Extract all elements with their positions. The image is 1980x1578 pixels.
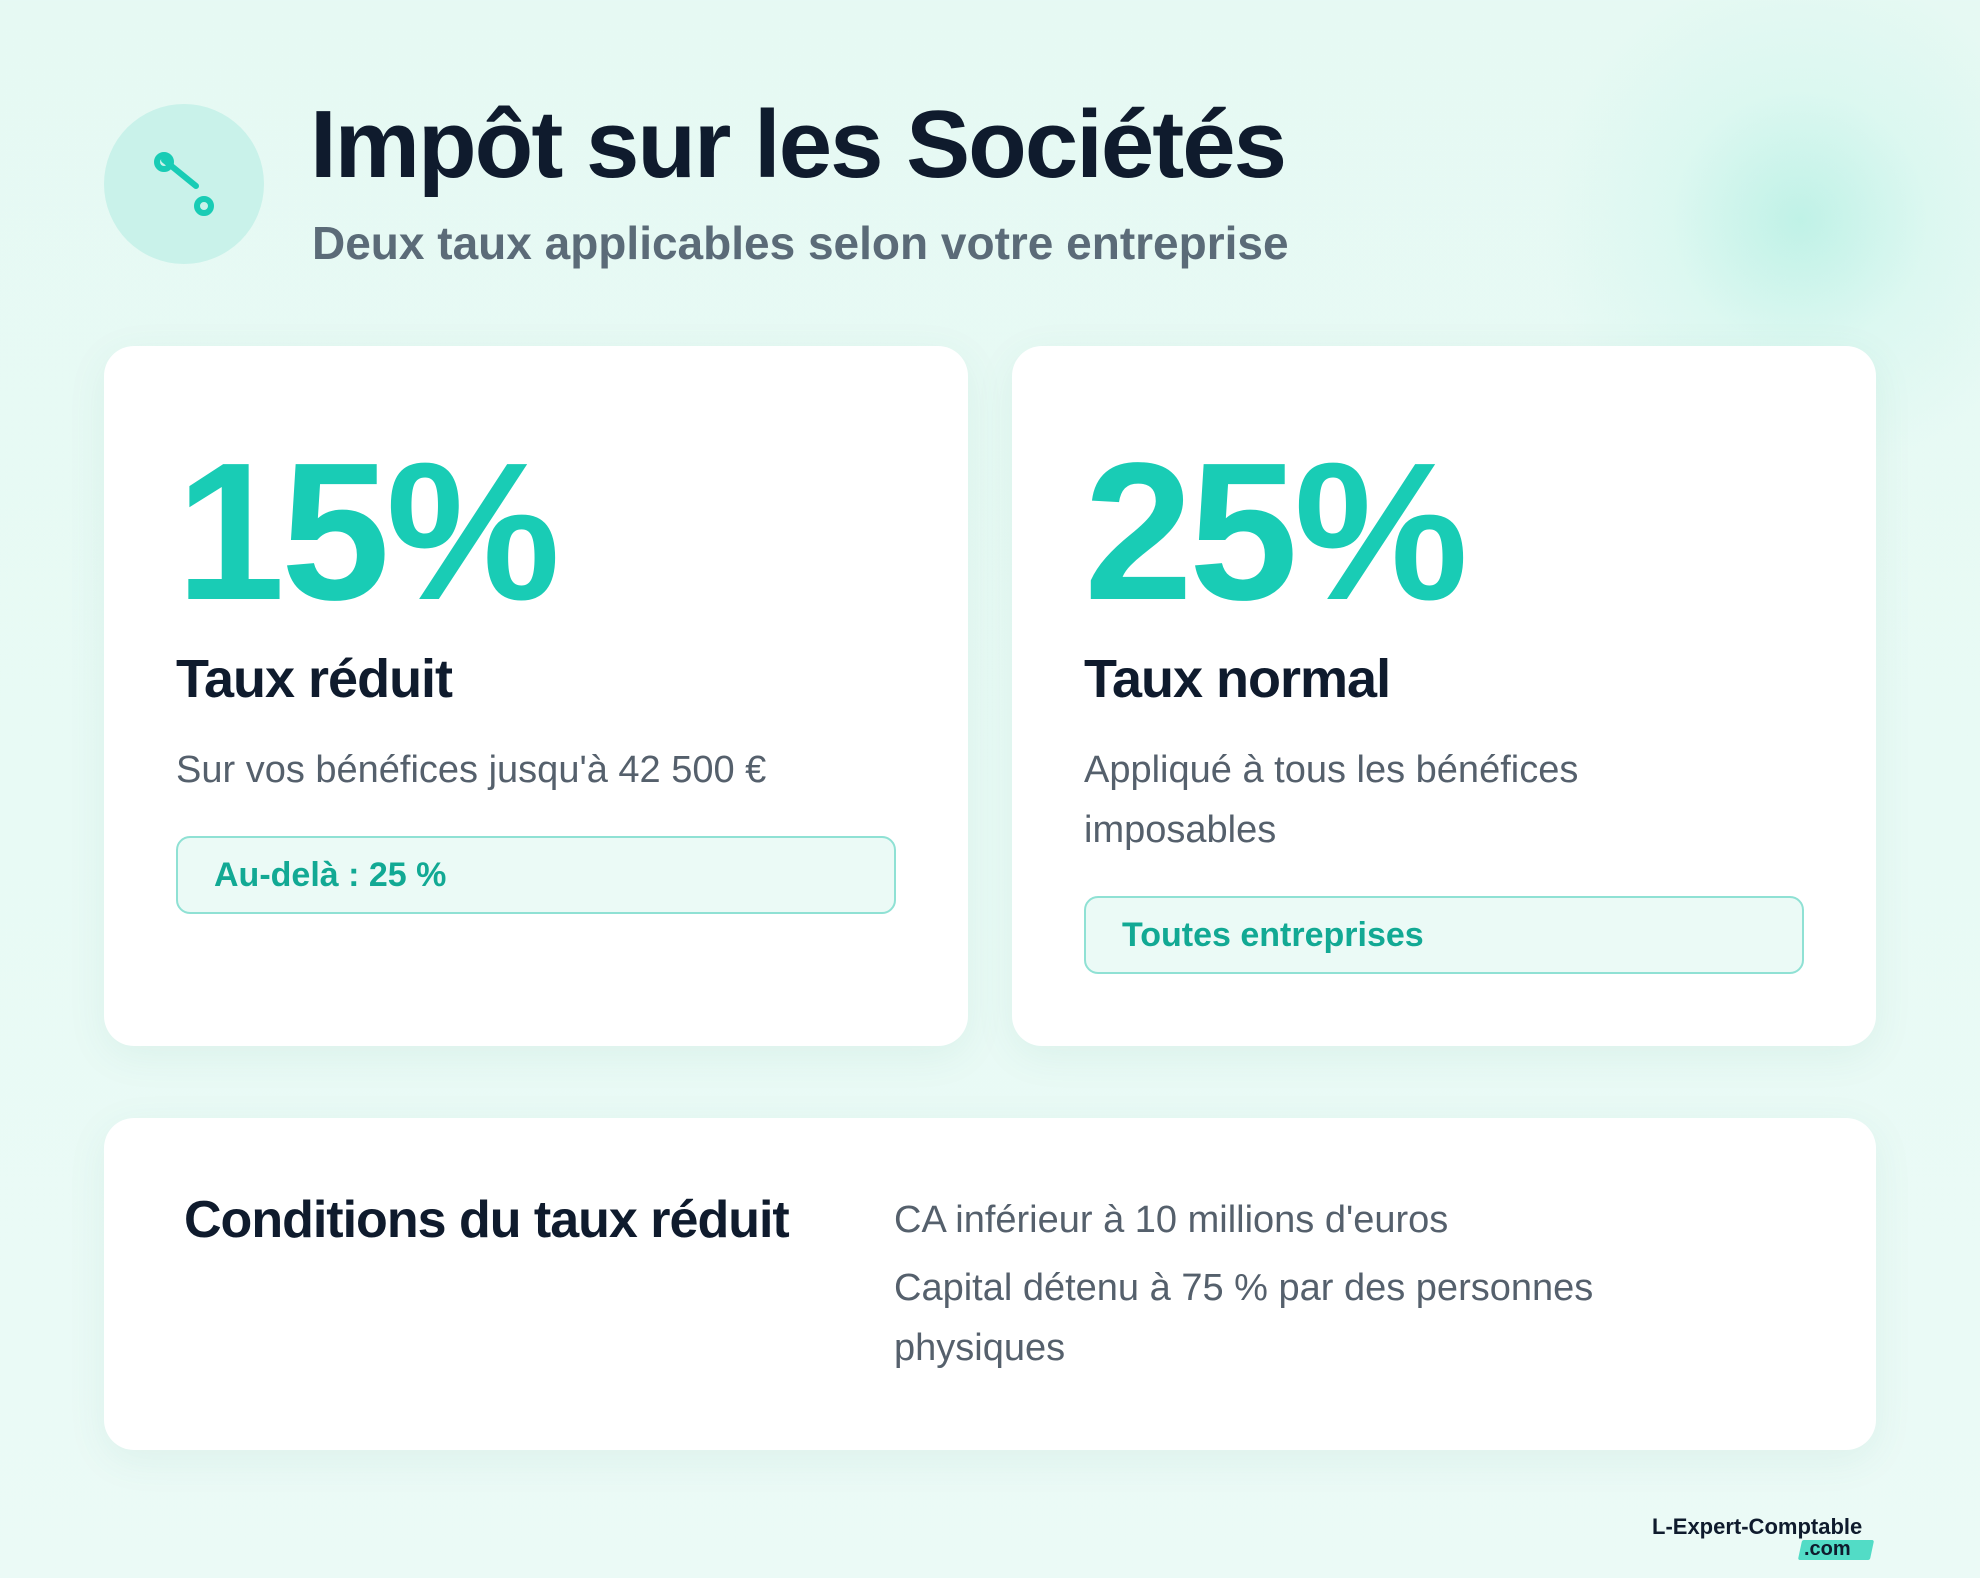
conditions-list: CA inférieur à 10 millions d'euros Capit…	[894, 1190, 1654, 1386]
brand-logo: L-Expert-Comptable .com	[1652, 1514, 1876, 1564]
rate-description: Appliqué à tous les bénéfices imposables	[1084, 749, 1579, 851]
percent-icon	[104, 104, 264, 264]
rate-description: Sur vos bénéfices jusqu'à 42 500 €	[176, 749, 767, 791]
rate-value: 25%	[1084, 422, 1468, 641]
rate-value: 15%	[176, 422, 560, 641]
condition-item: CA inférieur à 10 millions d'euros	[894, 1199, 1449, 1241]
reduced-rate-card: 15% Taux réduit Sur vos bénéfices jusqu'…	[104, 346, 968, 1046]
rate-badge: Toutes entreprises	[1084, 896, 1804, 974]
logo-name: L-Expert-Comptable	[1652, 1514, 1863, 1539]
condition-item: Capital détenu à 75 % par des personnes …	[894, 1267, 1594, 1369]
page-title: Impôt sur les Sociétés	[310, 91, 1287, 198]
logo-tld: .com	[1804, 1538, 1851, 1560]
conditions-card: Conditions du taux réduit CA inférieur à…	[104, 1118, 1876, 1450]
rate-label: Taux normal	[1084, 649, 1391, 709]
rate-label: Taux réduit	[176, 649, 453, 709]
normal-rate-card: 25% Taux normal Appliqué à tous les béné…	[1012, 346, 1876, 1046]
rate-badge: Au-delà : 25 %	[176, 836, 896, 914]
conditions-title: Conditions du taux réduit	[184, 1191, 790, 1249]
page-subtitle: Deux taux applicables selon votre entrep…	[312, 217, 1289, 269]
